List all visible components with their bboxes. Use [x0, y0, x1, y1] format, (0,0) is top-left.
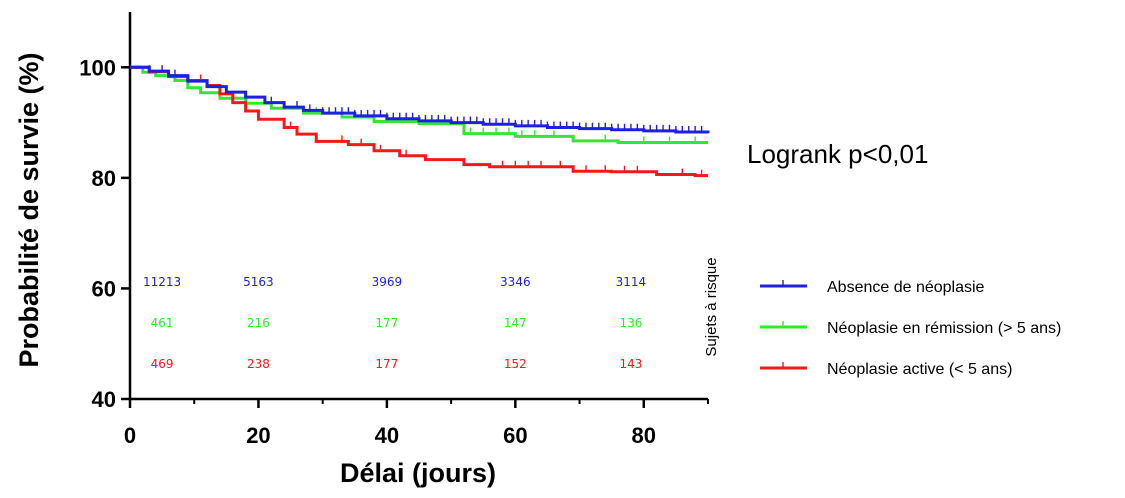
risk-count: 461	[151, 316, 174, 330]
risk-count: 147	[504, 316, 527, 330]
y-tick-label: 80	[92, 166, 116, 191]
x-tick-label: 60	[503, 423, 527, 448]
risk-count: 177	[375, 357, 398, 371]
risk-count: 152	[504, 357, 527, 371]
risk-count: 3969	[372, 275, 403, 289]
risk-table: 11213 5163 3969 3346 3114 461 216 177 147 136 469 2…	[143, 275, 646, 371]
x-axis-title: Délai (jours)	[340, 458, 496, 488]
risk-count: 469	[151, 357, 174, 371]
y-tick-label: 60	[92, 276, 116, 301]
risk-count: 177	[375, 316, 398, 330]
risk-table-title: Sujets à risque	[703, 257, 720, 356]
risk-count: 136	[619, 316, 642, 330]
x-tick-label: 0	[124, 423, 136, 448]
risk-count: 238	[247, 357, 270, 371]
risk-count: 5163	[243, 275, 274, 289]
y-tick-label: 40	[92, 387, 116, 412]
legend-label: Absence de néoplasie	[827, 279, 985, 296]
risk-count: 3346	[500, 275, 531, 289]
risk-count: 3114	[616, 275, 647, 289]
axis-ticks: 0 20 40 60 80 40 60 80 100	[79, 55, 709, 448]
risk-count: 11213	[143, 275, 181, 289]
y-axis-title: Probabilité de survie (%)	[14, 52, 44, 367]
x-tick-label: 20	[246, 423, 270, 448]
risk-count: 216	[247, 316, 270, 330]
logrank-annotation: Logrank p<0,01	[747, 139, 928, 169]
x-tick-label: 80	[632, 423, 656, 448]
x-tick-label: 40	[375, 423, 399, 448]
legend-label: Néoplasie en rémission (> 5 ans)	[827, 320, 1061, 337]
legend: Absence de néoplasie Néoplasie en rémissi…	[760, 279, 1061, 378]
survival-curves	[130, 65, 710, 178]
legend-label: Néoplasie active (< 5 ans)	[827, 361, 1012, 378]
risk-count: 143	[619, 357, 642, 371]
y-tick-label: 100	[79, 55, 116, 80]
